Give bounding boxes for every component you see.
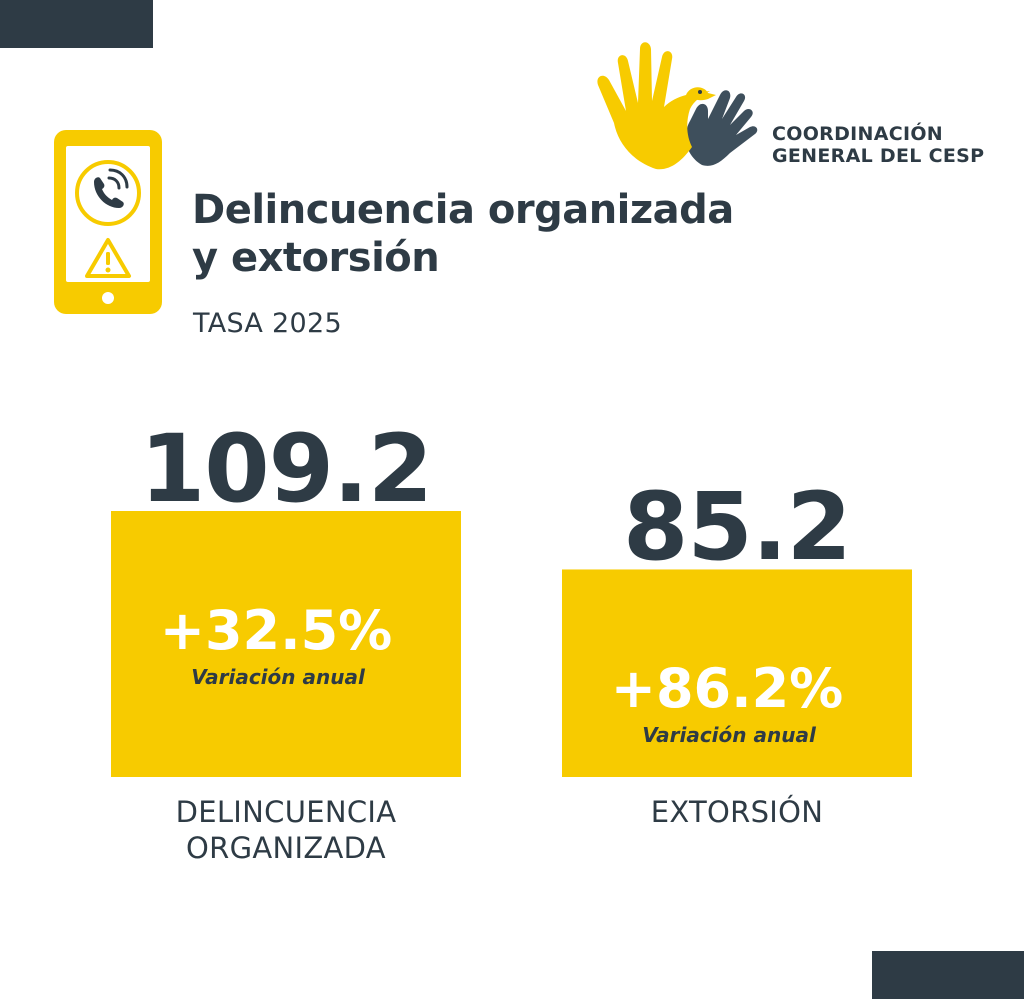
title-line1: Delincuencia organizada	[192, 187, 734, 233]
corner-decoration-bottom	[872, 951, 1024, 999]
bar-variation-1: +86.2%	[610, 657, 844, 721]
corner-decoration-top	[0, 0, 153, 48]
bar-value-label-0: 109.2	[139, 415, 433, 524]
bar-value-label-1: 85.2	[623, 473, 852, 583]
category-label-line: DELINCUENCIA	[175, 795, 397, 829]
subtitle: TASA 2025	[193, 308, 342, 339]
bar-variation-label-1: Variación anual	[642, 723, 816, 748]
title-line2: y extorsión	[192, 235, 440, 281]
category-label-line: EXTORSIÓN	[650, 795, 824, 829]
category-label-line: ORGANIZADA	[186, 831, 386, 865]
category-label-1: EXTORSIÓN	[537, 794, 937, 830]
logo-text-line1: COORDINACIÓN	[772, 123, 943, 145]
category-label-0: DELINCUENCIA ORGANIZADA	[86, 794, 486, 866]
logo-text-line2: GENERAL DEL CESP	[772, 145, 985, 167]
page-title: Delincuencia organizada y extorsión	[192, 186, 734, 282]
logo: COORDINACIÓN GENERAL DEL CESP	[590, 35, 1000, 175]
hands-dove-icon	[597, 42, 758, 170]
bar-variation-0: +32.5%	[159, 599, 393, 662]
bar-1	[562, 569, 912, 777]
bar-variation-label-0: Variación anual	[191, 665, 365, 689]
bar-0	[111, 511, 461, 777]
smartphone-call-warning-icon	[54, 130, 162, 318]
